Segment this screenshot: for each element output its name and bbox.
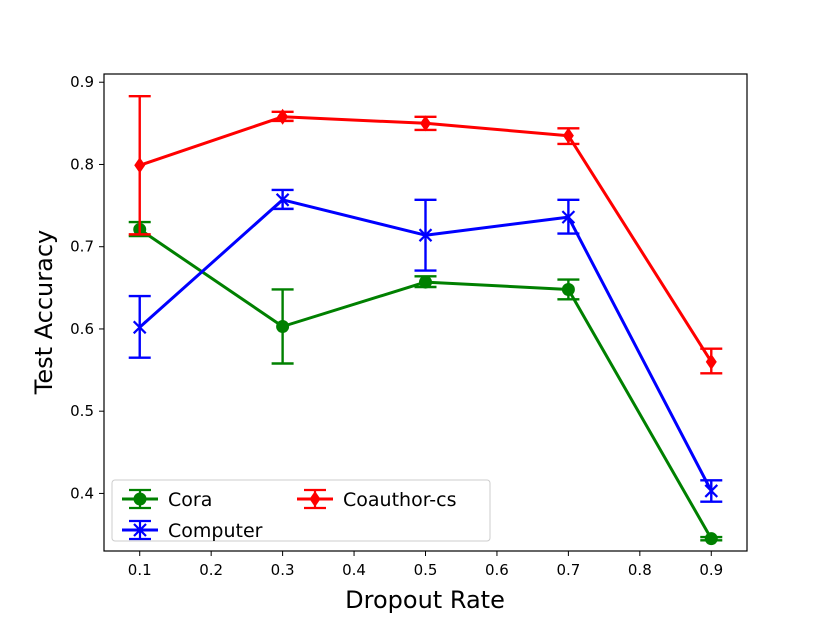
- series-computer: [128, 188, 723, 503]
- x-tick-label: 0.5: [414, 561, 438, 579]
- legend-marker: [309, 491, 321, 507]
- y-tick-label: 0.6: [70, 320, 94, 338]
- x-tick-label: 0.6: [485, 561, 509, 579]
- series-coauthor-cs: [128, 95, 723, 375]
- y-tick-label: 0.8: [70, 155, 94, 173]
- legend-label: Cora: [168, 489, 212, 511]
- x-tick-label: 0.3: [271, 561, 295, 579]
- data-point: [277, 108, 289, 125]
- data-point: [134, 157, 146, 174]
- marker-stroke: [418, 228, 433, 242]
- series-cora: [128, 220, 723, 546]
- series-layer: [128, 95, 723, 546]
- y-tick-label: 0.7: [70, 238, 94, 256]
- x-tick-label: 0.7: [556, 561, 580, 579]
- data-point: [132, 320, 147, 335]
- data-point: [705, 353, 717, 370]
- data-point: [418, 228, 433, 242]
- legend-item: Coauthor-cs: [297, 488, 457, 511]
- data-point: [704, 484, 719, 498]
- marker-stroke: [275, 193, 290, 207]
- x-tick-label: 0.2: [199, 561, 223, 579]
- x-tick-label: 0.4: [342, 561, 366, 579]
- x-tick-label: 0.9: [699, 561, 723, 579]
- legend-marker: [133, 492, 147, 506]
- marker-stroke: [132, 320, 147, 335]
- plot-background: [104, 74, 747, 551]
- marker-stroke: [704, 484, 719, 498]
- y-axis-label: Test Accuracy: [30, 230, 58, 395]
- data-point: [419, 275, 432, 289]
- plot-frame: [103, 73, 748, 552]
- legend-marker: [133, 523, 147, 537]
- data-point: [276, 319, 290, 333]
- data-point: [420, 115, 431, 132]
- x-axis: 0.1 0.2 0.3 0.4 0.5 0.6 0.7 0.8 0.9: [128, 551, 723, 579]
- y-tick-label: 0.4: [70, 484, 94, 502]
- x-axis-label: Dropout Rate: [345, 586, 505, 614]
- legend-label: Coauthor-cs: [343, 489, 457, 511]
- data-point: [275, 193, 290, 207]
- marker-stroke: [133, 523, 147, 537]
- legend-item: Cora: [122, 488, 212, 511]
- x-tick-label: 0.1: [128, 561, 152, 579]
- legend-item: Computer: [122, 519, 263, 542]
- data-point: [704, 532, 718, 546]
- y-tick-label: 0.5: [70, 402, 94, 420]
- marker-stroke: [561, 210, 576, 224]
- y-axis: 0.4 0.5 0.6 0.7 0.8 0.9: [70, 73, 104, 502]
- x-tick-label: 0.8: [628, 561, 652, 579]
- legend: Cora Computer Coauthor-cs: [111, 479, 491, 542]
- y-tick-label: 0.9: [70, 73, 94, 91]
- data-point: [562, 127, 574, 144]
- data-point: [561, 282, 575, 296]
- data-point: [561, 210, 576, 224]
- legend-frame: [111, 479, 491, 542]
- legend-label: Computer: [168, 520, 263, 542]
